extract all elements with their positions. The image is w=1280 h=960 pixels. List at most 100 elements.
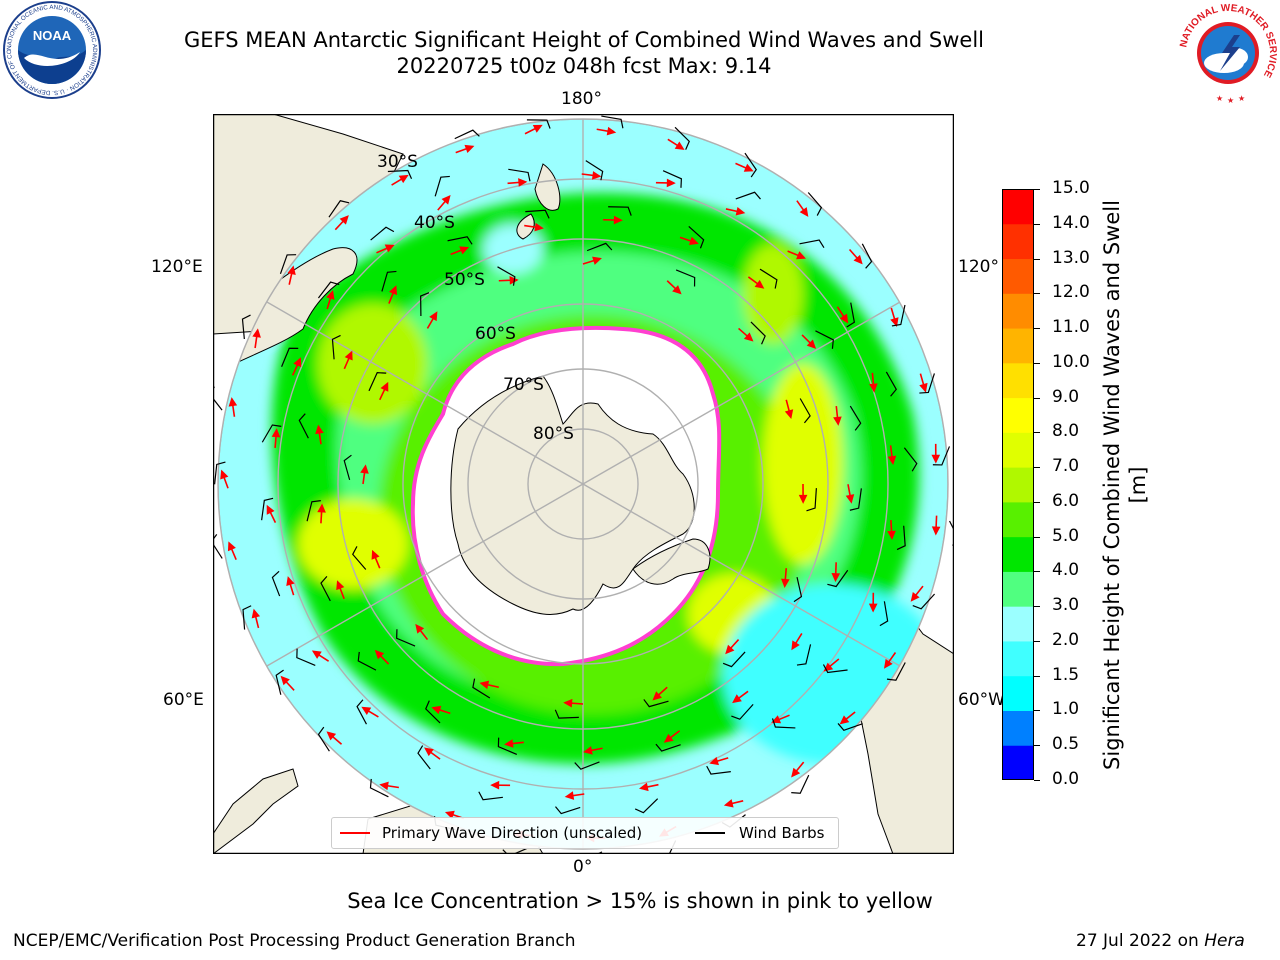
wave-arrow-head (583, 746, 593, 755)
wind-barb (343, 454, 352, 481)
wave-arrow-head (371, 549, 380, 560)
colorbar-segment (1002, 189, 1034, 225)
wave-arrow-head (666, 178, 676, 188)
wind-barb (601, 115, 624, 129)
footer-credit: NCEP/EMC/Verification Post Processing Pr… (13, 931, 576, 951)
wave-arrow-head (336, 580, 345, 591)
wind-barb (799, 398, 811, 424)
wave-arrow-head (725, 644, 735, 655)
colorbar-tick-label: 1.5 (1052, 664, 1080, 685)
wind-barb (796, 644, 812, 666)
wind-barb (279, 254, 297, 275)
lat-label-30s: 30°S (377, 152, 418, 172)
lon-label-120w: 120° (958, 257, 999, 277)
wave-arrow-head (479, 680, 490, 690)
wind-barb (454, 129, 480, 140)
wave-arrow-head (887, 530, 896, 540)
barb-legend-line (695, 832, 725, 834)
lat-label-70s: 70°S (503, 375, 544, 395)
wind-barb (799, 239, 825, 248)
wind-barb (242, 605, 252, 630)
wind-barb (674, 126, 690, 150)
colorbar-tick-label: 1.0 (1052, 699, 1080, 720)
wind-barb (434, 175, 450, 197)
wind-barb (508, 168, 531, 182)
wave-arrow-head (831, 573, 841, 583)
barb-legend-label: Wind Barbs (739, 824, 825, 842)
colorbar-tick (1034, 223, 1040, 225)
wind-barb (271, 570, 281, 597)
colorbar-segment (1002, 467, 1034, 503)
wave-arrow-head (868, 603, 878, 613)
colorbar-segment (1002, 362, 1034, 399)
wave-arrow-head (591, 171, 602, 180)
wave-arrow-head (743, 332, 754, 342)
colorbar-tick (1034, 745, 1040, 747)
wind-barb (806, 488, 817, 512)
wind-barb (275, 669, 284, 695)
wave-arrow-head (639, 782, 649, 792)
wave-arrow-head (806, 339, 817, 349)
colorbar-segment (1002, 328, 1034, 364)
wave-arrow-head (293, 357, 302, 368)
wave-arrow-head (564, 791, 575, 800)
wind-barb (369, 778, 389, 798)
wave-arrow-head (887, 455, 897, 466)
colorbar-tick (1034, 362, 1040, 364)
wave-arrow-head (360, 464, 369, 474)
wave-legend-line (340, 832, 370, 834)
wind-barb (731, 703, 754, 720)
colorbar-segment (1002, 675, 1034, 711)
wind-barb (807, 192, 823, 216)
wind-barb (771, 718, 796, 729)
lon-label-60w: 60°W (958, 690, 1005, 710)
wind-barb (827, 569, 849, 588)
wind-barb (381, 270, 397, 292)
wind-barb (662, 170, 683, 188)
wave-arrow-head (735, 207, 746, 216)
wind-barb (846, 302, 856, 328)
colorbar-tick (1034, 780, 1040, 781)
wave-arrow-head (688, 236, 699, 245)
wave-arrow-head (444, 810, 455, 819)
wave-arrow-head (532, 124, 543, 133)
wave-arrow-head (424, 747, 434, 757)
wind-barb (213, 386, 223, 411)
colorbar-segment (1002, 258, 1034, 294)
wave-arrow-head (379, 781, 389, 791)
wave-arrow-head (796, 251, 806, 260)
nws-logo: NATIONAL WEATHER SERVICE ★ ★ ★ (1178, 3, 1278, 105)
lat-label-50s: 50°S (444, 270, 485, 290)
colorbar-tick-label: 14.0 (1052, 212, 1090, 233)
wind-barb (320, 575, 331, 602)
wind-barb (750, 321, 766, 345)
wave-arrow-head (931, 454, 941, 464)
wave-arrow-head (398, 174, 409, 184)
wave-legend-label: Primary Wave Direction (unscaled) (382, 824, 643, 842)
wave-arrow-head (652, 691, 662, 701)
lat-label-40s: 40°S (414, 213, 455, 233)
colorbar-segment (1002, 293, 1034, 329)
colorbar-tick-label: 0.5 (1052, 734, 1080, 755)
colorbar-tick (1034, 606, 1040, 608)
wave-arrow-head (504, 739, 514, 748)
wave-arrow-head (931, 526, 941, 536)
wind-barb (932, 446, 951, 466)
colorbar-segment (1002, 223, 1034, 260)
wave-arrow-head (326, 290, 335, 300)
wind-barb (735, 191, 761, 200)
wind-barb (949, 520, 954, 546)
wind-barb (368, 372, 387, 392)
wave-arrow-head (791, 767, 801, 778)
colorbar-tick (1034, 710, 1040, 712)
wind-barb (425, 700, 441, 724)
colorbar-label: Significant Height of Combined Wind Wave… (1100, 200, 1150, 770)
wind-barb (793, 576, 803, 603)
antarctic-map (213, 114, 954, 854)
noaa-logo: NATIONAL OCEANIC AND ATMOSPHERIC ADMINIS… (2, 0, 101, 99)
wave-arrow-head (388, 285, 397, 296)
svg-text:★: ★ (1216, 94, 1223, 103)
colorbar-tick (1034, 432, 1040, 434)
wave-arrow-head (490, 780, 500, 790)
colorbar-segment (1002, 640, 1034, 677)
